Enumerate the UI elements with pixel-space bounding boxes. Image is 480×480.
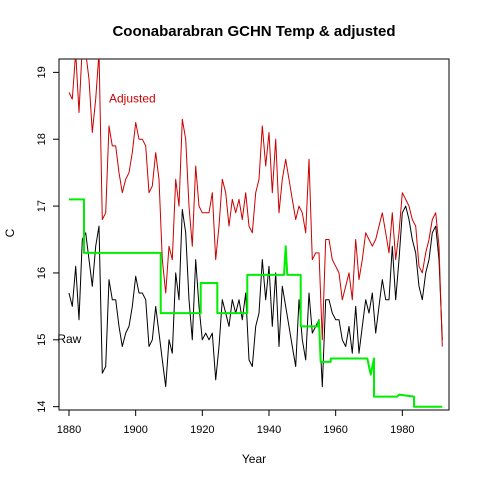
x-tick-label: 1920 bbox=[190, 424, 214, 436]
x-axis: 1880 1900 1920 1940 1960 1980 bbox=[57, 410, 415, 436]
y-tick-label: 14 bbox=[36, 401, 48, 413]
y-tick-label: 17 bbox=[36, 200, 48, 212]
chart-title: Coonabarabran GCHN Temp & adjusted bbox=[112, 23, 395, 40]
y-tick-label: 16 bbox=[36, 267, 48, 279]
y-tick-label: 18 bbox=[36, 133, 48, 145]
series-line-adjustment bbox=[69, 198, 443, 408]
y-tick-label: 19 bbox=[36, 66, 48, 78]
x-axis-label: Year bbox=[242, 452, 266, 466]
x-tick-label: 1880 bbox=[57, 424, 81, 436]
plot-area bbox=[68, 59, 443, 408]
x-tick-label: 1900 bbox=[123, 424, 147, 436]
x-tick-label: 1960 bbox=[323, 424, 347, 436]
x-tick-label: 1980 bbox=[390, 424, 414, 436]
series-line-raw bbox=[68, 205, 443, 388]
plot-frame bbox=[58, 58, 450, 411]
annotation-adjusted: Adjusted bbox=[109, 91, 156, 105]
y-axis-label: C bbox=[3, 228, 17, 237]
x-tick-label: 1940 bbox=[257, 424, 281, 436]
annotation-raw: Raw bbox=[57, 332, 81, 346]
y-axis: 14 15 16 17 18 19 bbox=[36, 66, 59, 413]
series-line-adjusted bbox=[68, 59, 443, 347]
y-tick-label: 15 bbox=[36, 334, 48, 346]
